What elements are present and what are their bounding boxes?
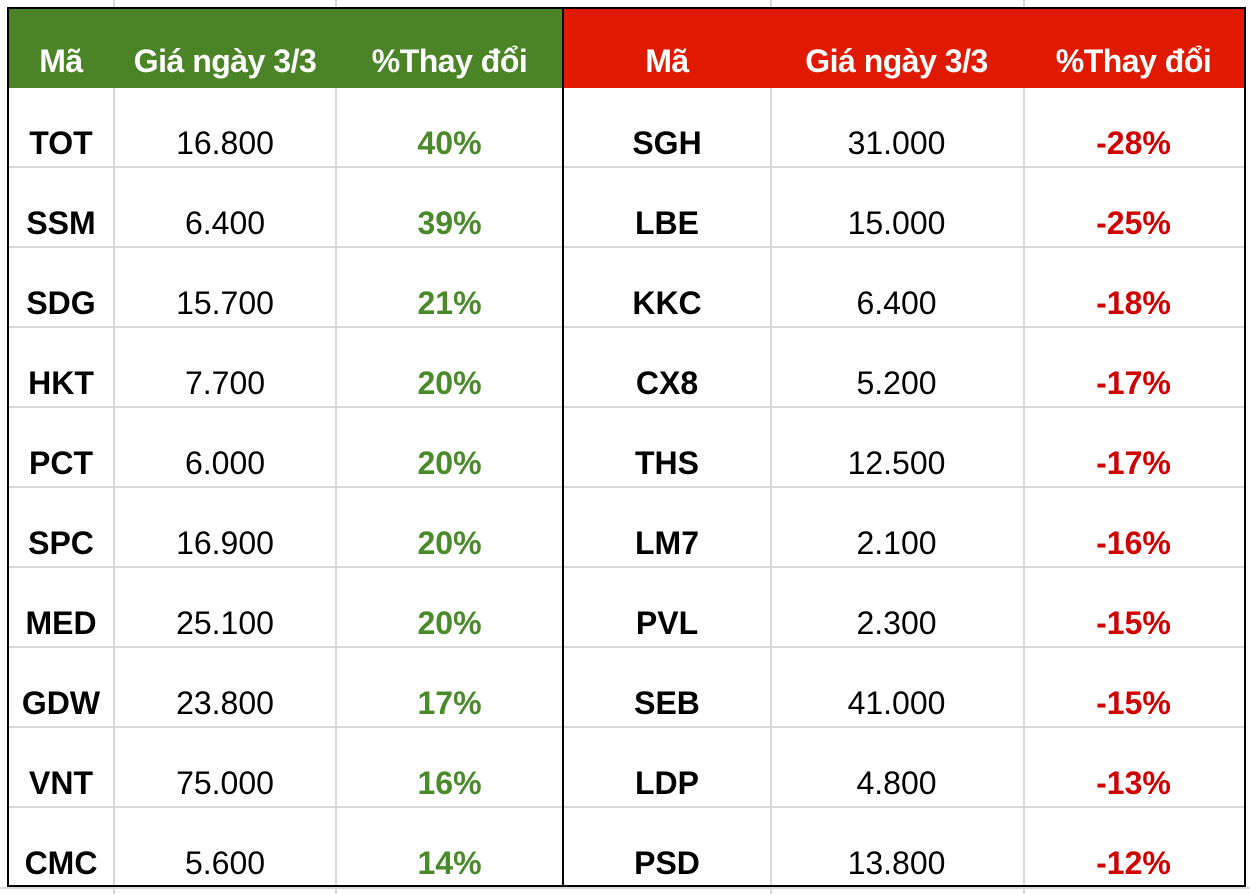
price-value: 13.800	[847, 845, 946, 881]
table-row: TOT 16.800 40%	[9, 88, 562, 168]
table-row: PCT 6.000 20%	[9, 408, 562, 488]
header-price: Giá ngày 3/3	[805, 43, 988, 79]
price-value: 2.100	[856, 525, 937, 561]
ticker-code: LBE	[635, 205, 699, 241]
table-row: CMC 5.600 14%	[9, 808, 562, 888]
price-value: 41.000	[847, 685, 946, 721]
price-value: 15.700	[176, 285, 274, 321]
table-row: SGH 31.000 -28%	[564, 88, 1244, 168]
table-row: SEB 41.000 -15%	[564, 648, 1244, 728]
change-percent: -12%	[1096, 845, 1171, 881]
price-value: 2.300	[856, 605, 937, 641]
ticker-code: SPC	[28, 525, 94, 561]
change-percent: 39%	[417, 205, 482, 241]
table-row: SSM 6.400 39%	[9, 168, 562, 248]
price-value: 5.200	[856, 365, 937, 401]
price-value: 6.400	[856, 285, 937, 321]
ticker-code: SEB	[634, 685, 700, 721]
header-change: %Thay đổi	[1055, 43, 1212, 79]
price-value: 4.800	[856, 765, 937, 801]
change-percent: -15%	[1096, 605, 1171, 641]
ticker-code: LDP	[635, 765, 699, 801]
change-percent: 16%	[417, 765, 482, 801]
change-percent: -18%	[1096, 285, 1171, 321]
change-percent: 40%	[417, 125, 482, 161]
losers-header-row: Mã Giá ngày 3/3 %Thay đổi	[564, 9, 1244, 88]
change-percent: 20%	[417, 365, 482, 401]
price-value: 25.100	[176, 605, 274, 641]
change-percent: -25%	[1096, 205, 1171, 241]
ticker-code: VNT	[29, 765, 93, 801]
table-row: PVL 2.300 -15%	[564, 568, 1244, 648]
header-code: Mã	[39, 43, 83, 79]
change-percent: 21%	[417, 285, 482, 321]
price-value: 15.000	[847, 205, 946, 241]
ticker-code: TOT	[29, 125, 93, 161]
table-row: LM7 2.100 -16%	[564, 488, 1244, 568]
ticker-code: SDG	[26, 285, 96, 321]
ticker-code: SGH	[632, 125, 702, 161]
change-percent: 14%	[417, 845, 482, 881]
table-row: PSD 13.800 -12%	[564, 808, 1244, 888]
gainers-header-row: Mã Giá ngày 3/3 %Thay đổi	[9, 9, 562, 88]
table-row: SPC 16.900 20%	[9, 488, 562, 568]
ticker-code: LM7	[635, 525, 699, 561]
change-percent: -15%	[1096, 685, 1171, 721]
table-row: KKC 6.400 -18%	[564, 248, 1244, 328]
ticker-code: KKC	[632, 285, 702, 321]
change-percent: 17%	[417, 685, 482, 721]
price-value: 75.000	[176, 765, 274, 801]
change-percent: 20%	[417, 605, 482, 641]
price-value: 23.800	[176, 685, 274, 721]
ticker-code: HKT	[28, 365, 94, 401]
price-value: 12.500	[847, 445, 946, 481]
price-value: 31.000	[847, 125, 946, 161]
ticker-code: PSD	[634, 845, 700, 881]
price-value: 6.000	[184, 445, 266, 481]
change-percent: -13%	[1096, 765, 1171, 801]
ticker-code: THS	[635, 445, 699, 481]
table-row: VNT 75.000 16%	[9, 728, 562, 808]
change-percent: -28%	[1096, 125, 1171, 161]
ticker-code: PVL	[635, 605, 699, 641]
top-gainers-table: Mã Giá ngày 3/3 %Thay đổi TOT 16.800 40% SS…	[9, 9, 564, 885]
change-percent: -17%	[1096, 365, 1171, 401]
table-row: SDG 15.700 21%	[9, 248, 562, 328]
table-row: MED 25.100 20%	[9, 568, 562, 648]
change-percent: -17%	[1096, 445, 1171, 481]
change-percent: -16%	[1096, 525, 1171, 561]
top-losers-table: Mã Giá ngày 3/3 %Thay đổi SGH 31.000 -28% L…	[564, 9, 1244, 885]
price-value: 16.800	[176, 125, 274, 161]
ticker-code: SSM	[26, 205, 96, 241]
ticker-code: PCT	[29, 445, 93, 481]
header-price: Giá ngày 3/3	[133, 43, 317, 79]
table-row: HKT 7.700 20%	[9, 328, 562, 408]
change-percent: 20%	[417, 445, 482, 481]
ticker-code: CMC	[24, 845, 98, 881]
header-code: Mã	[645, 43, 689, 79]
price-value: 7.700	[184, 365, 266, 401]
ticker-code: MED	[25, 605, 97, 641]
change-percent: 20%	[417, 525, 482, 561]
table-row: THS 12.500 -17%	[564, 408, 1244, 488]
ticker-code: CX8	[635, 365, 699, 401]
ticker-code: GDW	[21, 685, 101, 721]
table-row: LDP 4.800 -13%	[564, 728, 1244, 808]
table-row: GDW 23.800 17%	[9, 648, 562, 728]
table-row: LBE 15.000 -25%	[564, 168, 1244, 248]
table-row: CX8 5.200 -17%	[564, 328, 1244, 408]
price-value: 16.900	[176, 525, 274, 561]
price-value: 5.600	[184, 845, 266, 881]
price-value: 6.400	[184, 205, 266, 241]
stock-comparison-table: Mã Giá ngày 3/3 %Thay đổi TOT 16.800 40% SS…	[7, 7, 1246, 887]
header-change: %Thay đổi	[371, 43, 528, 79]
